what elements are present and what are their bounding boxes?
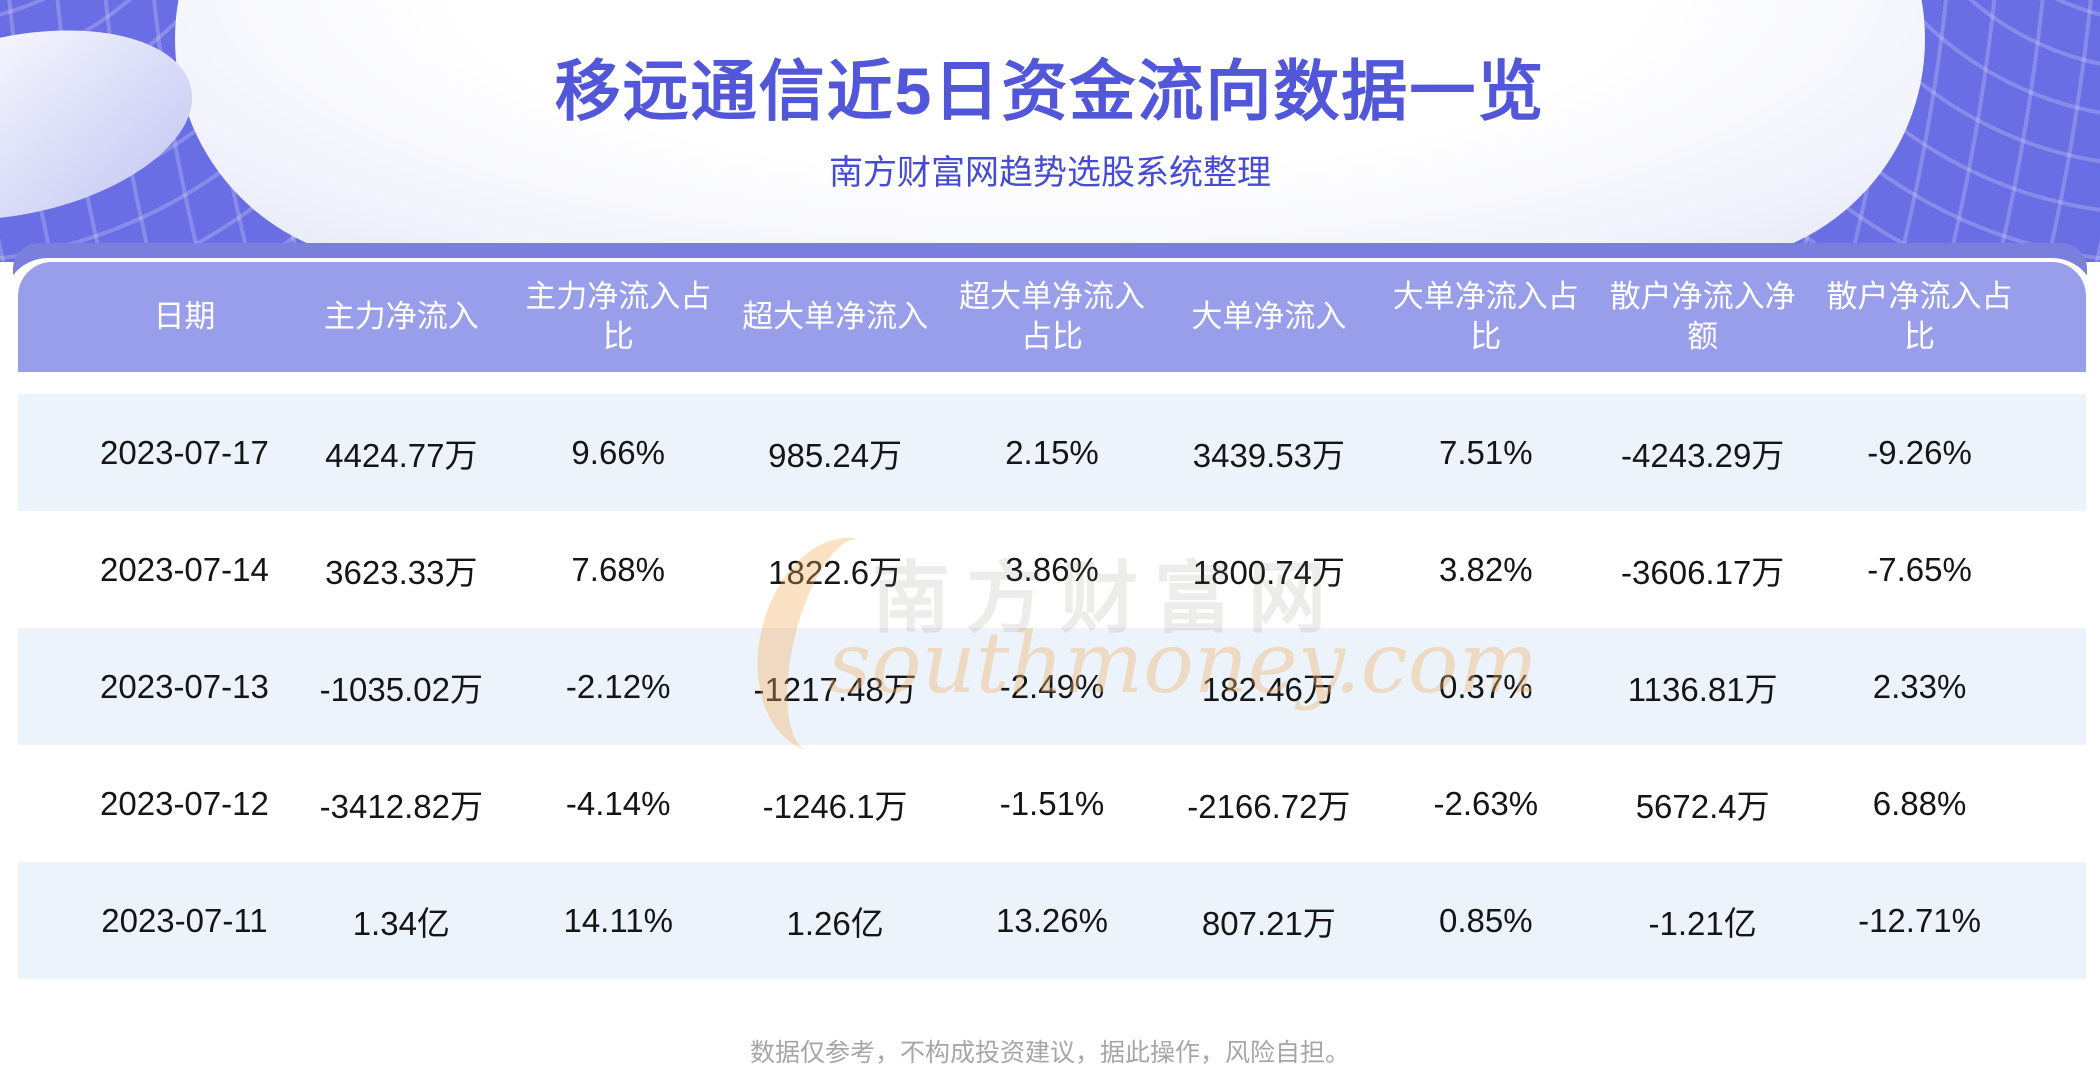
table-cell: 13.26% [996,901,1108,939]
table-cell: 7.51% [1438,433,1533,471]
table-row: 2023-07-12 -3412.82万 -4.14% -1246.1万 -1.… [18,745,2086,862]
page-subtitle: 南方财富网趋势选股系统整理 [829,154,1271,192]
table-cell: -1035.02万 [319,670,483,708]
banner-center-panel [175,0,1925,262]
table-cell: 7.68% [571,550,665,588]
table-cell: -4243.29万 [1621,436,1785,474]
table-cell: 2023-07-11 [101,901,268,939]
table-cell: 3.82% [1438,550,1533,588]
table-cell: 3623.33万 [325,553,478,591]
table-cell: 1.34亿 [352,904,450,942]
table-row: 2023-07-14 3623.33万 7.68% 1822.6万 3.86% … [18,511,2086,628]
table-cell: -3412.82万 [319,787,483,825]
table-cell: -2.12% [565,667,671,705]
table-cell: 6.88% [1872,784,1967,822]
table-cell: 2.15% [1005,433,1099,471]
table-cell: 2023-07-17 [100,433,269,471]
table-cell: -7.65% [1867,550,1972,588]
table-cell: 2023-07-14 [100,550,269,588]
column-header-large-order-net-inflow-pct: 大单净流入占比 [1392,278,1579,354]
column-header-large-order-net-inflow: 大单净流入 [1191,298,1347,334]
table-cell: -1.21亿 [1648,904,1757,942]
column-header-xl-order-net-inflow: 超大单净流入 [742,298,929,334]
table-cell: -9.26% [1867,433,1972,471]
data-card: 日期 主力净流入 主力净流入占比 超大单净流入 超大单净流入占比 大单净流入 大… [4,258,2096,1089]
table-cell: -2166.72万 [1187,787,1351,825]
table-cell: 182.46万 [1201,670,1336,708]
table-cell: 985.24万 [768,436,903,474]
table-cell: -12.71% [1858,901,1981,939]
table-body: 2023-07-17 4424.77万 9.66% 985.24万 2.15% … [18,394,2086,979]
table-cell: -1217.48万 [753,670,917,708]
table-cell: 3439.53万 [1192,436,1346,474]
table-cell: 1.26亿 [786,904,884,942]
table-row: 2023-07-11 1.34亿 14.11% 1.26亿 13.26% 807… [18,862,2086,979]
table-cell: 1136.81万 [1627,670,1778,708]
table-cell: 807.21万 [1201,904,1336,942]
table-cell: 0.85% [1438,901,1533,939]
page-title: 移远通信近5日资金流向数据一览 [554,54,1546,128]
table-cell: 1822.6万 [768,553,903,591]
table-row: 2023-07-13 -1035.02万 -2.12% -1217.48万 -2… [18,628,2086,745]
table-cell: 1800.74万 [1192,553,1346,591]
column-header-main-net-inflow-pct: 主力净流入占比 [525,278,712,354]
column-header-retail-net-inflow: 散户净流入净额 [1609,278,1796,354]
column-header-xl-order-net-inflow-pct: 超大单净流入占比 [958,278,1145,354]
table-cell: 4424.77万 [325,436,478,474]
disclaimer-text: 数据仅参考，不构成投资建议，据此操作，风险自担。 [749,1039,1350,1067]
table-cell: 3.86% [1005,550,1099,588]
column-header-retail-net-inflow-pct: 散户净流入占比 [1826,278,2013,354]
table-cell: 0.37% [1438,667,1533,705]
table-cell: 14.11% [563,901,673,939]
banner: 移远通信近5日资金流向数据一览 南方财富网趋势选股系统整理 [0,0,2100,262]
table-cell: -3606.17万 [1621,553,1785,591]
title-block: 移远通信近5日资金流向数据一览 南方财富网趋势选股系统整理 [0,0,2100,190]
column-header-date: 日期 [153,298,216,334]
column-header-main-net-inflow: 主力净流入 [323,298,479,334]
table-row: 2023-07-17 4424.77万 9.66% 985.24万 2.15% … [18,394,2086,511]
table-header-row: 日期 主力净流入 主力净流入占比 超大单净流入 超大单净流入占比 大单净流入 大… [18,262,2086,372]
table-cell: -2.63% [1433,784,1539,822]
table-cell: 2023-07-12 [100,784,269,822]
table-cell: 9.66% [571,433,665,471]
table-cell: 5672.4万 [1635,787,1770,825]
table-cell: -1246.1万 [762,787,908,825]
table-cell: -1.51% [999,784,1105,822]
table-cell: -4.14% [565,784,671,822]
table-cell: 2023-07-13 [100,667,269,705]
table-cell: -2.49% [999,667,1105,705]
table-cell: 2.33% [1872,667,1967,705]
